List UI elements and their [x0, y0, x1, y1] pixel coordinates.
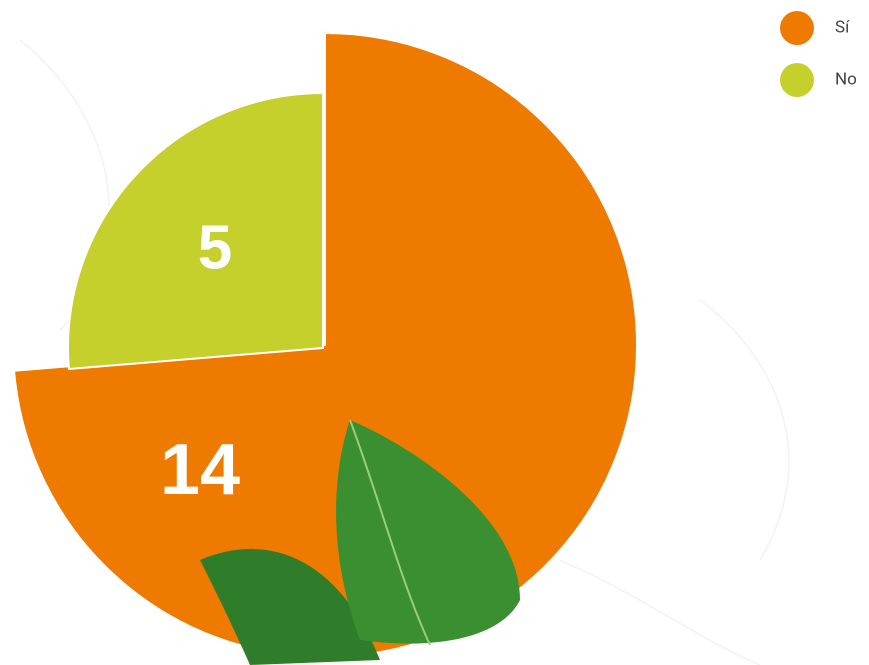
pie-slice [67, 91, 324, 371]
legend: Sí No [780, 11, 857, 97]
decoration [200, 419, 520, 665]
leaf [200, 548, 380, 665]
value-labels: 14 5 [160, 213, 240, 510]
leaf [336, 420, 520, 644]
legend-swatch [780, 63, 814, 97]
leaf-vein [349, 419, 431, 646]
pie-slice [12, 31, 638, 658]
value-label: 5 [198, 213, 232, 282]
legend-swatch [780, 11, 814, 45]
pie [12, 31, 638, 658]
legend-label: No [835, 69, 857, 89]
legend-label: Sí [835, 17, 850, 37]
value-label: 14 [160, 430, 240, 510]
